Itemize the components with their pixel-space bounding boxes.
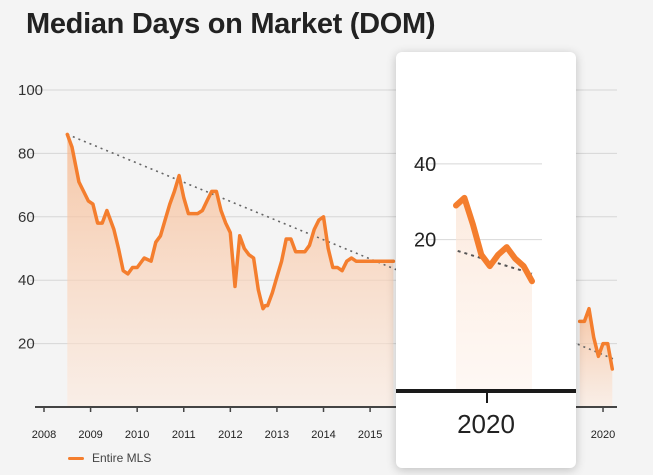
y-tick-label: 20 bbox=[18, 336, 35, 353]
x-tick-label: 2014 bbox=[311, 429, 335, 441]
x-tick-label: 2012 bbox=[218, 429, 242, 441]
y-tick-label: 40 bbox=[18, 272, 35, 289]
x-tick-label: 2010 bbox=[125, 429, 149, 441]
series-lines bbox=[65, 132, 615, 371]
y-axis-ticks: 20 40 60 80 100 bbox=[18, 82, 43, 353]
y-tick-label: 80 bbox=[18, 145, 35, 162]
y-tick-label: 100 bbox=[18, 82, 43, 99]
y-tick-label: 60 bbox=[18, 209, 35, 226]
zoom-year-label: 2020 bbox=[457, 409, 515, 439]
x-tick-label: 2020 bbox=[591, 429, 615, 441]
legend-swatch bbox=[68, 456, 84, 460]
x-tick-label: 2011 bbox=[172, 429, 196, 441]
zoom-callout: 20 40 2020 bbox=[396, 52, 576, 468]
zoom-y-tick-label: 20 bbox=[414, 230, 436, 252]
area-fills bbox=[67, 134, 613, 407]
series-line bbox=[577, 306, 615, 371]
chart-title: Median Days on Market (DOM) bbox=[26, 8, 436, 40]
series-line bbox=[65, 132, 396, 311]
legend-label: Entire MLS bbox=[92, 451, 152, 465]
zoom-trend-line bbox=[457, 249, 533, 275]
zoom-series-line bbox=[453, 194, 535, 285]
legend: Entire MLS bbox=[68, 451, 151, 465]
x-tick-label: 2008 bbox=[32, 429, 56, 441]
zoom-area-fill bbox=[456, 197, 532, 391]
zoom-y-tick-label: 40 bbox=[414, 154, 436, 176]
x-tick-label: 2009 bbox=[78, 429, 102, 441]
x-tick-label: 2013 bbox=[265, 429, 289, 441]
x-tick-label: 2015 bbox=[358, 429, 382, 441]
area-fill bbox=[579, 308, 613, 407]
area-fill bbox=[67, 134, 394, 407]
